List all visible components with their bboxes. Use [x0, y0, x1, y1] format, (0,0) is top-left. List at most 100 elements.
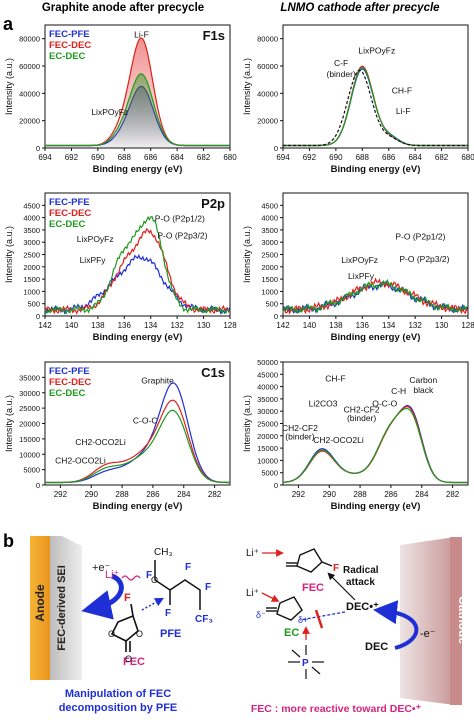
x-tick-label: 684 — [408, 153, 422, 162]
annotation: CH2-OCO2Li — [75, 437, 126, 447]
y-tick-label: 80000 — [257, 35, 278, 44]
x-tick-label: 136 — [356, 321, 370, 330]
y-tick-label: 4500 — [23, 201, 40, 210]
sei-label: FEC-derived SEI — [56, 565, 68, 651]
chart-3: 142 140 138 136 134 132 130 128 0 500 1000 1500 2000… — [242, 192, 474, 343]
chart-4: 292 290 288 286 284 282 0 5000 10000 15000 20000 25… — [4, 361, 231, 512]
fec-molecule-anode — [110, 603, 139, 652]
delta-plus: δ+ — [298, 615, 308, 625]
x-tick-label: 142 — [276, 321, 290, 330]
series-line — [44, 253, 231, 315]
annotation: Li-F — [134, 29, 149, 39]
x-tick-label: 292 — [292, 490, 306, 499]
anode-label: Anode — [33, 584, 47, 622]
chart-5: 292 290 288 286 284 282 0 5000 10000 15000 20000 25… — [242, 358, 469, 512]
x-tick-label: 284 — [177, 490, 191, 499]
li-ion-cathode-1: Li⁺ — [246, 548, 259, 559]
y-tick-label: 50000 — [257, 358, 278, 367]
y-tick-label: 10000 — [19, 450, 40, 459]
annotation: P-O (P2p3/2) — [157, 231, 207, 241]
x-tick-label: 688 — [356, 153, 370, 162]
y-tick-label: 0 — [36, 312, 40, 321]
x-axis-label: Binding energy (eV) — [93, 332, 183, 343]
panel-label-a: a — [3, 14, 14, 34]
oxidation-arrow — [373, 600, 419, 650]
annotation: (binder) — [326, 69, 355, 79]
x-tick-label: 692 — [303, 153, 317, 162]
legend-entry: EC-DEC — [49, 219, 86, 230]
series-line — [44, 215, 231, 315]
x-tick-label: 282 — [446, 490, 460, 499]
xps-charts: 694 692 690 688 686 684 682 6800200004000060000… — [4, 24, 474, 512]
chart-0: 694 692 690 688 686 684 682 680 0 20000 40000 60000… — [4, 24, 237, 175]
y-axis-label: Intensity (a.u.) — [242, 395, 252, 452]
ec-molecule — [266, 596, 303, 621]
y-tick-label: 0 — [274, 144, 278, 153]
annotation: O-C-O — [372, 398, 397, 408]
legend-entry: FEC-DEC — [49, 208, 91, 219]
annotation: (binder) — [285, 431, 314, 441]
series-line — [45, 73, 230, 147]
y-tick-label: 1500 — [261, 275, 278, 284]
y-tick-label: 1000 — [23, 287, 40, 296]
y-tick-label: 40000 — [19, 89, 40, 98]
x-axis-label: Binding energy (eV) — [93, 164, 183, 175]
panel-label-b: b — [3, 531, 14, 551]
series-line — [282, 277, 469, 315]
x-tick-label: 140 — [303, 321, 317, 330]
dec-radical-label: DEC•⁺ — [346, 601, 379, 613]
y-tick-label: 2000 — [261, 263, 278, 272]
y-tick-label: 15000 — [19, 435, 40, 444]
legend-entry: FEC-PFE — [49, 197, 90, 208]
annotation: LixPOyFz — [77, 234, 114, 244]
y-axis-label: Intensity (a.u.) — [242, 58, 252, 115]
x-axis-label: Binding energy (eV) — [331, 332, 421, 343]
ec-label: EC — [284, 627, 299, 639]
annotation: black — [413, 385, 434, 395]
y-tick-label: 0 — [36, 481, 40, 490]
pfe-cf3: CF₃ — [195, 614, 213, 625]
x-tick-label: 686 — [382, 153, 396, 162]
fec-o1: O — [108, 629, 115, 639]
annotation: LixPOyFz — [341, 255, 378, 265]
pfe-f3: F — [185, 562, 191, 573]
li-ion-cathode-2: Li⁺ — [246, 588, 259, 599]
block-mark — [314, 609, 324, 629]
x-tick-label: 132 — [408, 321, 422, 330]
x-tick-label: 680 — [461, 153, 474, 162]
annotation: P-O (P2p3/2) — [399, 254, 449, 264]
x-tick-label: 682 — [197, 153, 211, 162]
fec-molecule-cathode — [286, 548, 333, 573]
y-tick-label: 15000 — [257, 444, 278, 453]
y-tick-label: 20000 — [19, 420, 40, 429]
legend-entry: FEC-PFE — [49, 366, 90, 377]
legend-entry: FEC-DEC — [49, 377, 91, 388]
y-tick-label: 20000 — [257, 117, 278, 126]
pf6-molecule — [288, 645, 324, 679]
x-axis-label: Binding energy (eV) — [93, 501, 183, 512]
reduction-arrow — [81, 573, 124, 620]
y-tick-label: 20000 — [19, 117, 40, 126]
fec-f-atom: F — [124, 592, 131, 604]
x-axis-label: Binding energy (eV) — [331, 164, 421, 175]
x-axis-label: Binding energy (eV) — [331, 501, 421, 512]
y-tick-label: 25000 — [257, 420, 278, 429]
y-tick-label: 0 — [36, 144, 40, 153]
chart-1: 694 692 690 688 686 684 682 680 0 20000 40000 60000… — [242, 24, 474, 175]
sei-layer — [50, 536, 82, 680]
y-tick-label: 2500 — [23, 251, 40, 260]
fec-f-cathode: F — [333, 563, 339, 574]
column-title-right: LNMO cathode after precycle — [280, 2, 440, 14]
annotation: C-F — [334, 58, 348, 68]
x-tick-label: 692 — [65, 153, 79, 162]
delta-minus: δ⁻ — [256, 610, 266, 620]
y-tick-label: 40000 — [257, 89, 278, 98]
x-tick-label: 292 — [54, 490, 68, 499]
dec-label: DEC — [365, 641, 388, 653]
x-tick-label: 288 — [353, 490, 367, 499]
y-tick-label: 500 — [265, 300, 278, 309]
annotation: CH-F — [392, 85, 412, 95]
y-tick-label: 3500 — [261, 226, 278, 235]
legend-entry: FEC-PFE — [49, 29, 90, 40]
annotation: LixPFy — [80, 255, 107, 265]
